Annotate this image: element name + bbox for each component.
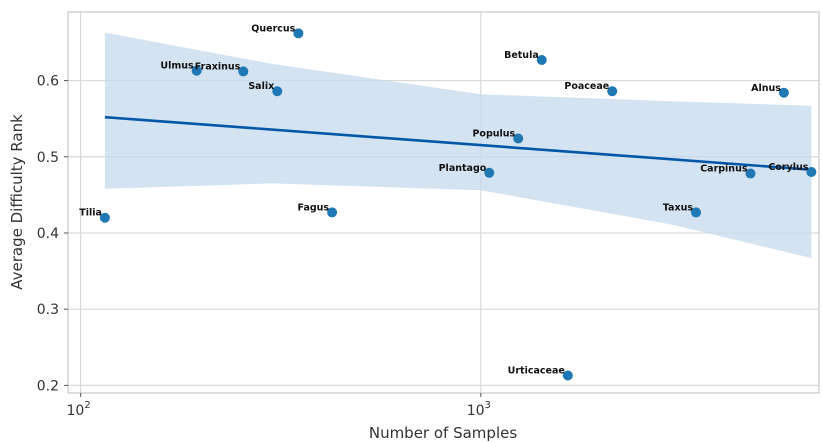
data-point — [272, 86, 283, 97]
point-label: Betula — [504, 50, 539, 61]
data-point — [691, 207, 702, 218]
point-label: Taxus — [663, 202, 694, 213]
regression-line — [104, 115, 812, 172]
axis-ticks: 0.2 0.3 0.4 0.5 0.6 102 103 — [37, 74, 491, 419]
point-label: Urticaceae — [508, 365, 565, 376]
point-label: Quercus — [251, 23, 295, 34]
point-label: Ulmus — [160, 61, 194, 72]
point-label: Fagus — [298, 202, 330, 213]
y-tick-label: 0.5 — [37, 150, 59, 166]
data-point — [513, 133, 524, 144]
x-tick-label: 102 — [67, 400, 91, 419]
y-axis-title: Average Difficulty Rank — [8, 114, 26, 290]
point-label: Alnus — [751, 83, 781, 94]
point-label: Salix — [248, 81, 274, 92]
point-label: Poaceae — [564, 81, 609, 92]
point-label: Tilia — [79, 208, 102, 219]
data-point — [191, 65, 202, 76]
data-point — [778, 87, 789, 98]
y-tick-label: 0.3 — [37, 302, 59, 318]
plot-frame — [67, 11, 820, 394]
point-labels: Quercus Ulmus Fraxinus Salix Tilia Fagus Betul… — [79, 23, 808, 376]
x-axis-title: Number of Samples — [369, 424, 517, 442]
point-label: Fraxinus — [195, 61, 241, 72]
data-point — [562, 370, 573, 381]
y-tick-label: 0.6 — [37, 74, 59, 90]
data-point — [238, 66, 249, 77]
point-label: Carpinus — [700, 164, 748, 175]
regression-fit-line — [104, 115, 812, 172]
point-label: Plantago — [439, 163, 487, 174]
x-tick-label: 103 — [467, 400, 491, 419]
data-point — [536, 55, 547, 66]
data-points — [99, 28, 817, 381]
y-tick-label: 0.4 — [37, 226, 59, 242]
data-point — [607, 86, 618, 97]
data-point — [484, 167, 495, 178]
point-label: Populus — [472, 128, 515, 139]
data-point — [806, 167, 817, 178]
data-point — [327, 207, 338, 218]
data-point — [745, 168, 756, 179]
y-tick-label: 0.2 — [37, 378, 59, 394]
point-label: Corylus — [768, 162, 808, 173]
data-point — [99, 212, 110, 223]
data-point — [293, 28, 304, 39]
